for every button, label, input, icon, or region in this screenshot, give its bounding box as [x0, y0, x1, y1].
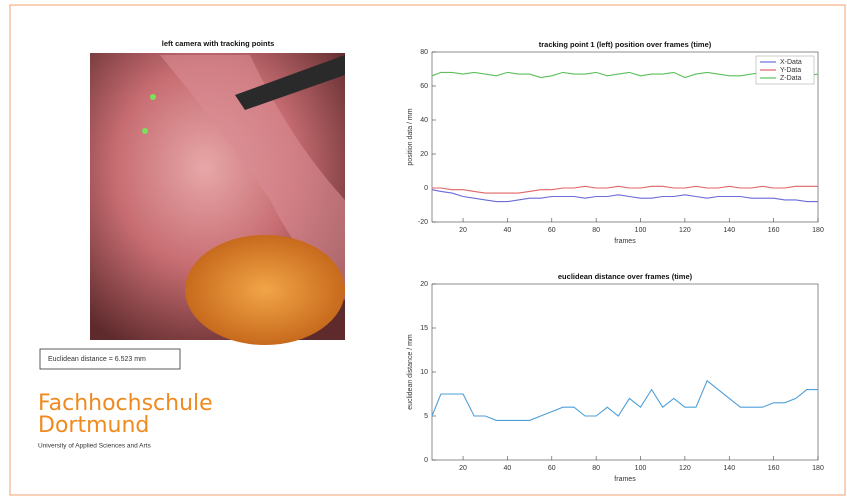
x-tick-label: 80	[592, 227, 600, 234]
y-tick-label: 60	[420, 83, 428, 90]
tracking-point	[142, 128, 148, 134]
x-tick-label: 40	[504, 227, 512, 234]
x-axis-label: frames	[614, 476, 636, 483]
y-tick-label: 20	[420, 151, 428, 158]
x-tick-label: 60	[548, 227, 556, 234]
x-tick-label: 180	[812, 465, 824, 472]
slide: left camera with tracking points Euclide…	[0, 0, 847, 497]
logo-line: Dortmund	[38, 413, 149, 438]
y-tick-label: -20	[418, 219, 428, 226]
x-tick-label: 120	[679, 227, 691, 234]
x-tick-label: 20	[459, 465, 467, 472]
x-tick-label: 80	[592, 465, 600, 472]
y-tick-label: 0	[424, 457, 428, 464]
x-tick-label: 140	[723, 465, 735, 472]
y-tick-label: 15	[420, 325, 428, 332]
legend-label: X-Data	[780, 59, 802, 66]
x-tick-label: 160	[768, 465, 780, 472]
y-tick-label: 80	[420, 49, 428, 56]
y-axis-label: position data / mm	[407, 108, 414, 165]
camera-image	[90, 53, 345, 345]
x-tick-label: 140	[723, 227, 735, 234]
chart-title: tracking point 1 (left) position over fr…	[539, 40, 712, 49]
chart-title: euclidean distance over frames (time)	[558, 272, 693, 281]
x-axis-label: frames	[614, 238, 636, 245]
x-tick-label: 100	[635, 227, 647, 234]
x-tick-label: 20	[459, 227, 467, 234]
x-tick-label: 180	[812, 227, 824, 234]
fat-tissue	[185, 235, 345, 345]
logo-subtitle: University of Applied Sciences and Arts	[38, 443, 151, 450]
y-tick-label: 40	[420, 117, 428, 124]
y-tick-label: 10	[420, 369, 428, 376]
legend-label: Y-Data	[780, 67, 801, 74]
tracking-point	[150, 94, 156, 100]
y-axis-label: euclidean distance / mm	[407, 334, 414, 410]
x-tick-label: 120	[679, 465, 691, 472]
x-tick-label: 160	[768, 227, 780, 234]
y-tick-label: 20	[420, 281, 428, 288]
y-tick-label: 0	[424, 185, 428, 192]
readout: Euclidean distance = 6.523 mm	[48, 356, 146, 363]
x-tick-label: 100	[635, 465, 647, 472]
image-title: left camera with tracking points	[162, 39, 275, 48]
y-tick-label: 5	[424, 413, 428, 420]
x-tick-label: 40	[504, 465, 512, 472]
plot-area	[432, 284, 818, 460]
x-tick-label: 60	[548, 465, 556, 472]
legend-label: Z-Data	[780, 75, 802, 82]
